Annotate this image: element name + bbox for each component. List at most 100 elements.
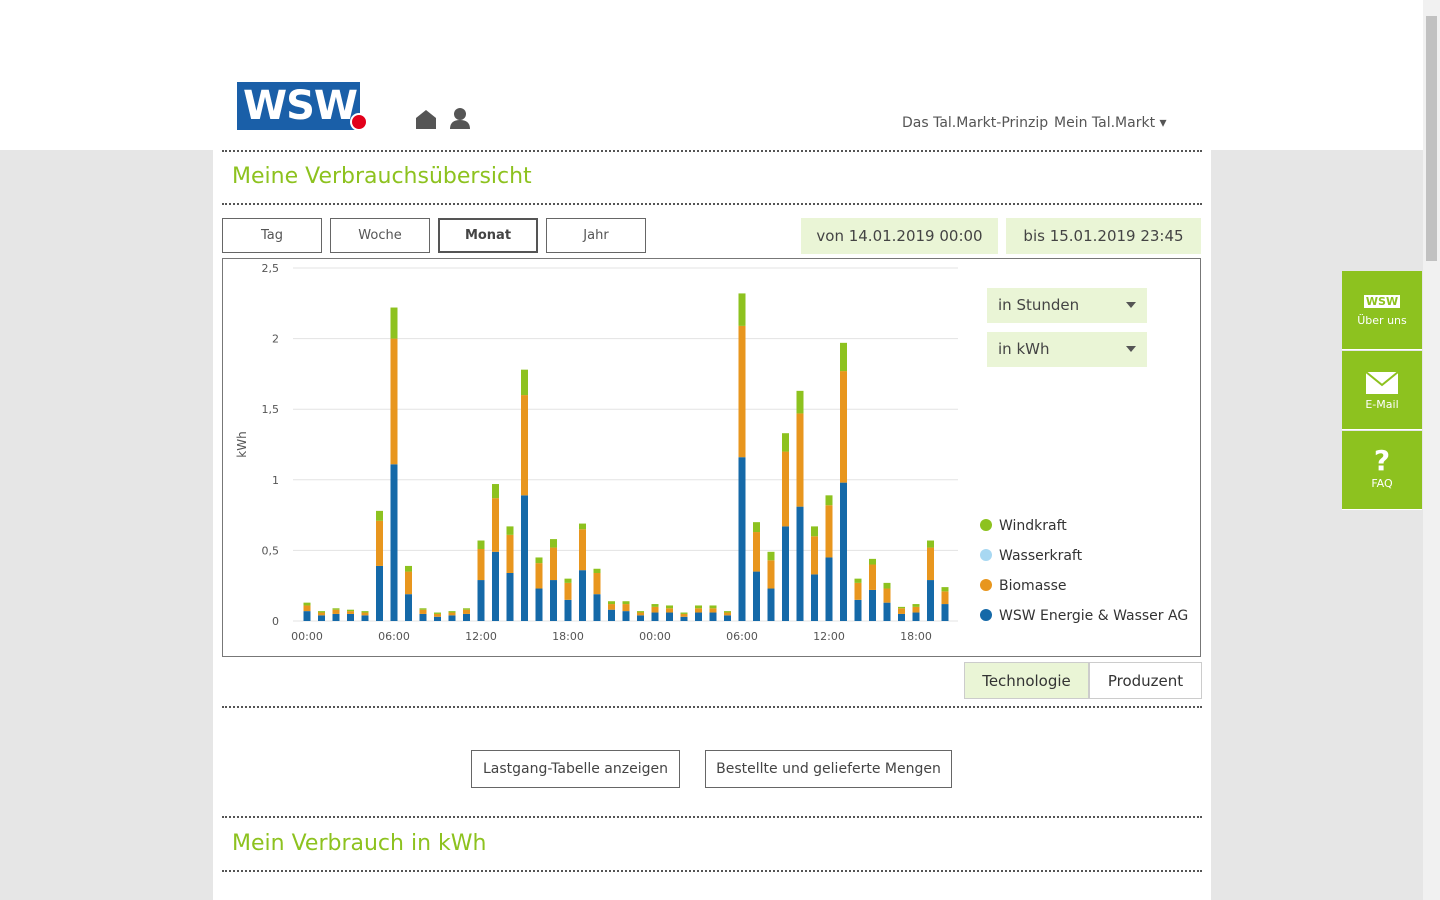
tab[interactable]: Tag	[222, 218, 322, 253]
bar-segment	[405, 565, 412, 572]
side-button[interactable]: ? FAQ	[1342, 431, 1422, 510]
nav-link[interactable]: Mein Tal.Markt ▾	[1054, 115, 1167, 131]
button[interactable]: Bestellte und gelieferte Mengen	[705, 750, 952, 788]
button[interactable]: Lastgang-Tabelle anzeigen	[471, 750, 680, 788]
side-label: E-Mail	[1365, 398, 1399, 411]
bar-segment	[521, 369, 528, 396]
bar-segment	[608, 609, 615, 621]
side-button[interactable]: WSW Über uns	[1342, 271, 1422, 350]
bar-segment	[492, 551, 499, 621]
x-tick-label: 00:00	[291, 630, 323, 643]
bar-segment	[419, 609, 427, 614]
bar-segment	[666, 605, 673, 609]
header-icons[interactable]	[414, 107, 474, 131]
bar-segment	[535, 557, 543, 564]
legend-label: Windkraft	[999, 518, 1067, 534]
bar-segment	[941, 604, 949, 621]
x-tick-label: 18:00	[900, 630, 932, 643]
side-label: FAQ	[1371, 477, 1393, 490]
bar-segment	[608, 604, 615, 610]
tab[interactable]: Woche	[330, 218, 430, 253]
bar-segment	[912, 604, 920, 607]
bar-segment	[347, 613, 354, 621]
x-tick-label: 18:00	[552, 630, 584, 643]
bar-segment	[318, 615, 325, 621]
nav-link[interactable]: Das Tal.Markt-Prinzip	[902, 115, 1049, 131]
bar-segment	[332, 608, 340, 610]
bar-segment	[840, 342, 847, 372]
bar-segment	[390, 338, 398, 465]
y-tick-label: 2,5	[262, 262, 280, 275]
divider	[222, 870, 1202, 872]
bar-segment	[463, 608, 470, 610]
bar-segment	[564, 599, 572, 621]
chart: 0 0,5 1 1,5 2 2,5 kWh 00:00 06:00 12:00 18:00 00:00…	[222, 258, 1201, 657]
bar-segment	[680, 616, 688, 621]
bar-segment	[753, 522, 760, 533]
legend-marker	[980, 579, 992, 591]
bar-segment	[898, 613, 905, 621]
bar-segment	[608, 601, 615, 605]
bar-segment	[695, 612, 702, 621]
bar-segment	[869, 564, 876, 590]
date-to[interactable]: bis 15.01.2019 23:45	[1006, 218, 1201, 254]
bar-segment	[753, 532, 760, 572]
legend-marker	[980, 609, 992, 621]
select[interactable]: in Stunden	[987, 288, 1147, 323]
bar-segment	[318, 612, 325, 616]
side-button[interactable]: E-Mail	[1342, 351, 1422, 430]
bar-segment	[825, 557, 833, 621]
bar-segment	[521, 395, 528, 496]
bar-segment	[332, 613, 340, 621]
bar-segment	[564, 582, 572, 600]
bar-segment	[854, 582, 862, 600]
bar-segment	[840, 482, 847, 621]
tab[interactable]: Monat	[438, 218, 538, 253]
logo[interactable]: WSW	[237, 82, 360, 130]
bar-segment	[695, 608, 702, 613]
bar-segment	[506, 572, 514, 621]
bar-segment	[303, 611, 311, 621]
faq-icon: ?	[1373, 444, 1391, 477]
bar-segment	[550, 547, 557, 581]
divider	[222, 150, 1202, 152]
scrollbar[interactable]	[1423, 0, 1440, 900]
bar-segment	[477, 548, 485, 581]
bar-segment	[550, 580, 557, 621]
bar-segment	[695, 605, 702, 609]
bar-segment	[666, 612, 673, 621]
bar-segment	[593, 572, 601, 595]
bar-segment	[651, 612, 659, 621]
bar-segment	[927, 547, 934, 581]
tab[interactable]: Jahr	[546, 218, 646, 253]
bar-segment	[361, 615, 369, 621]
legend-marker	[980, 549, 992, 561]
select[interactable]: in kWh	[987, 332, 1147, 367]
bar-segment	[405, 571, 412, 595]
bar-segment	[593, 594, 601, 621]
bar-segment	[405, 594, 412, 621]
section-title: Meine Verbrauchsübersicht	[232, 164, 532, 189]
bar-segment	[912, 612, 920, 621]
bar-segment	[550, 539, 557, 548]
bar-segment	[796, 506, 804, 621]
legend-label: Wasserkraft	[999, 548, 1083, 564]
bar-segment	[390, 464, 398, 621]
bar-segment	[796, 413, 804, 507]
bar-segment	[709, 605, 717, 609]
bar-segment	[680, 613, 688, 617]
bar-segment	[622, 611, 630, 621]
bar-segment	[434, 613, 441, 617]
bar-segment	[448, 612, 456, 616]
toggle[interactable]: Technologie	[964, 662, 1089, 699]
bar-segment	[564, 578, 572, 583]
bar-segment	[419, 613, 427, 621]
legend-label: Biomasse	[999, 578, 1066, 594]
date-from[interactable]: von 14.01.2019 00:00	[801, 218, 998, 254]
bar-segment	[347, 609, 354, 612]
bar-segment	[434, 612, 441, 614]
bar-segment	[898, 608, 905, 614]
toggle[interactable]: Produzent	[1089, 662, 1202, 699]
x-tick-label: 12:00	[465, 630, 497, 643]
